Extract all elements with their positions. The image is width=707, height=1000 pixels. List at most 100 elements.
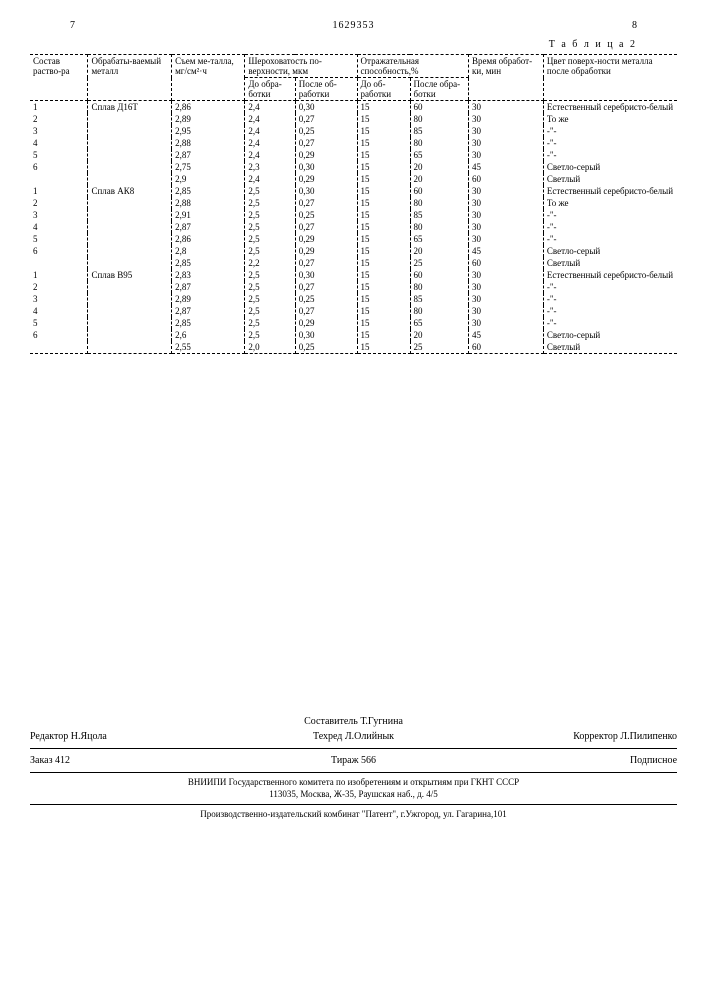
table-cell: 60 xyxy=(469,173,544,185)
table-cell: 0,27 xyxy=(295,137,357,149)
table-cell xyxy=(88,209,172,221)
table-cell: 30 xyxy=(469,317,544,329)
col-reflectivity: Отражательная способность,% xyxy=(357,55,469,78)
table-cell: -"- xyxy=(543,293,677,305)
table-cell: 80 xyxy=(410,197,468,209)
table-cell: Естественный серебристо-белый xyxy=(543,185,677,197)
table-cell xyxy=(88,173,172,185)
table-cell: 2,83 xyxy=(172,269,245,281)
table-cell: 1 xyxy=(30,101,88,114)
table-cell: 30 xyxy=(469,149,544,161)
table-cell xyxy=(88,233,172,245)
table-cell: 2,9 xyxy=(172,173,245,185)
table-cell: Светло-серый xyxy=(543,329,677,341)
table-cell: Естественный серебристо-белый xyxy=(543,269,677,281)
col-reflect-before: До об-работки xyxy=(357,78,410,101)
table-cell: -"- xyxy=(543,149,677,161)
table-cell: 2,5 xyxy=(245,293,295,305)
table-cell: 2,2 xyxy=(245,257,295,269)
table-cell xyxy=(88,293,172,305)
table-cell: -"- xyxy=(543,305,677,317)
table-cell: 60 xyxy=(410,101,468,114)
table-cell: 0,25 xyxy=(295,209,357,221)
table-cell: 85 xyxy=(410,209,468,221)
table-cell: 1 xyxy=(30,269,88,281)
table-cell: 30 xyxy=(469,197,544,209)
table-cell: Сплав Д16Т xyxy=(88,101,172,114)
table-cell: 85 xyxy=(410,125,468,137)
table-cell: 0,25 xyxy=(295,341,357,354)
table-row: 1Сплав Д16Т2,862,40,30156030Естественный… xyxy=(30,101,677,114)
divider xyxy=(30,748,677,749)
table-cell: 15 xyxy=(357,149,410,161)
table-cell: 30 xyxy=(469,269,544,281)
table-cell: 2,5 xyxy=(245,281,295,293)
table-cell: 0,30 xyxy=(295,101,357,114)
footer-block: Составитель Т.Гугнина Редактор Н.Яцола Т… xyxy=(30,714,677,821)
table-cell xyxy=(88,137,172,149)
table-cell: 1 xyxy=(30,185,88,197)
table-cell: 2,88 xyxy=(172,137,245,149)
table-cell: 25 xyxy=(410,257,468,269)
table-cell: 2,85 xyxy=(172,185,245,197)
col-roughness-after: После об-работки xyxy=(295,78,357,101)
table-row: 42,872,50,27158030-"- xyxy=(30,305,677,317)
table-cell: 0,27 xyxy=(295,281,357,293)
table-cell: 2,4 xyxy=(245,149,295,161)
table-cell: 6 xyxy=(30,329,88,341)
table-cell: 2,5 xyxy=(245,197,295,209)
table-cell: 45 xyxy=(469,161,544,173)
table-cell xyxy=(88,245,172,257)
divider xyxy=(30,772,677,773)
table-cell: 2,5 xyxy=(245,245,295,257)
table-cell: 2,5 xyxy=(245,329,295,341)
table-cell: Светло-серый xyxy=(543,245,677,257)
table-cell: 20 xyxy=(410,161,468,173)
table-row: 62,62,50,30152045Светло-серый xyxy=(30,329,677,341)
table-cell: 2 xyxy=(30,113,88,125)
table-cell: 65 xyxy=(410,233,468,245)
table-cell: 2,3 xyxy=(245,161,295,173)
table-cell: 15 xyxy=(357,137,410,149)
table-cell: -"- xyxy=(543,209,677,221)
table-cell: 65 xyxy=(410,149,468,161)
compiler: Составитель Т.Гугнина xyxy=(246,716,462,727)
table-cell: 30 xyxy=(469,281,544,293)
divider xyxy=(30,804,677,805)
table-cell: 15 xyxy=(357,161,410,173)
editor: Редактор Н.Яцола xyxy=(30,731,246,742)
table-cell: 30 xyxy=(469,185,544,197)
table-cell: Светлый xyxy=(543,341,677,354)
table-cell: 45 xyxy=(469,245,544,257)
table-cell xyxy=(88,281,172,293)
table-cell: -"- xyxy=(543,125,677,137)
table-cell: Сплав АК8 xyxy=(88,185,172,197)
table-cell: 60 xyxy=(410,185,468,197)
table-row: 62,82,50,29152045Светло-серый xyxy=(30,245,677,257)
col-time: Время обработ-ки, мин xyxy=(469,55,544,101)
table-body: 1Сплав Д16Т2,862,40,30156030Естественный… xyxy=(30,101,677,354)
table-cell xyxy=(30,257,88,269)
table-row: 1Сплав АК82,852,50,30156030Естественный … xyxy=(30,185,677,197)
table-cell: 5 xyxy=(30,149,88,161)
table-cell: 3 xyxy=(30,209,88,221)
table-cell: 4 xyxy=(30,305,88,317)
col-reflect-after: После обра-ботки xyxy=(410,78,468,101)
table-cell: 85 xyxy=(410,293,468,305)
table-cell: 2,5 xyxy=(245,221,295,233)
table-cell: 2,4 xyxy=(245,125,295,137)
table-header: Состав раство-ра Обрабаты-ваемый металл … xyxy=(30,55,677,101)
table-row: 52,862,50,29156530-"- xyxy=(30,233,677,245)
table-cell: 15 xyxy=(357,293,410,305)
table-cell: 2,86 xyxy=(172,233,245,245)
table-cell: 0,27 xyxy=(295,113,357,125)
table-cell: 2,4 xyxy=(245,137,295,149)
table-cell: 0,29 xyxy=(295,317,357,329)
table-cell: 2,5 xyxy=(245,305,295,317)
table-cell: 2,87 xyxy=(172,305,245,317)
table-cell: -"- xyxy=(543,281,677,293)
table-cell: 2,0 xyxy=(245,341,295,354)
table-cell: 0,27 xyxy=(295,305,357,317)
table-cell: 6 xyxy=(30,245,88,257)
table-cell: Естественный серебристо-белый xyxy=(543,101,677,114)
